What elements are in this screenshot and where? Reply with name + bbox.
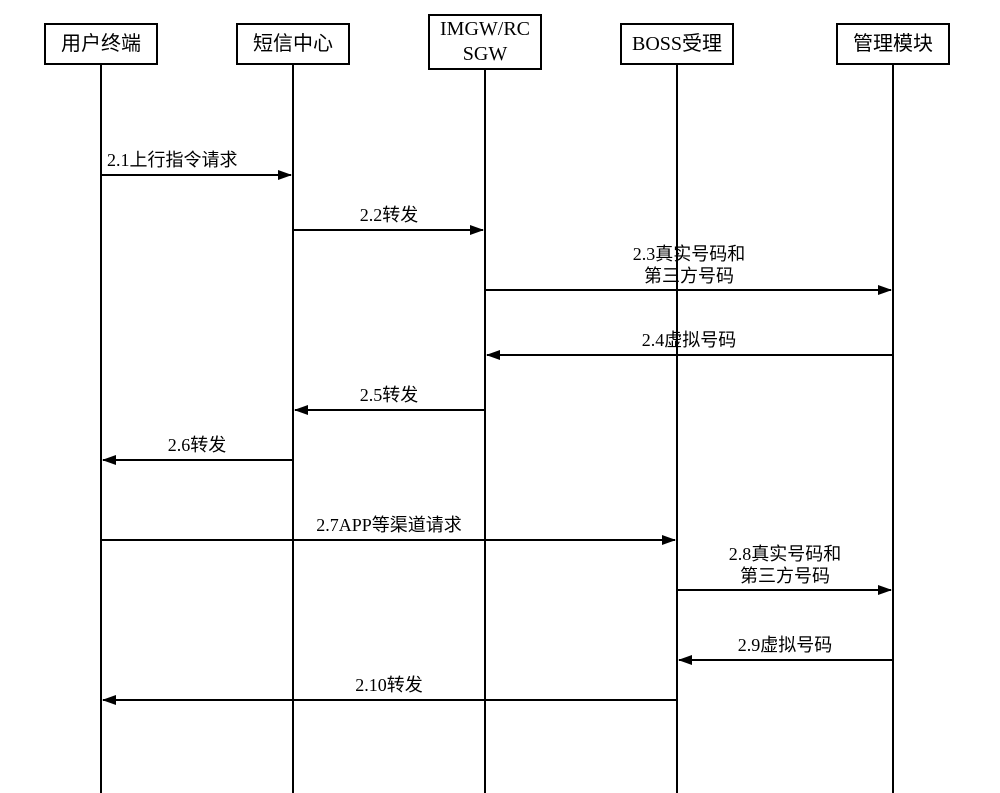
sequence-diagram: 用户终端 短信中心 IMGW/RCSGW BOSS受理 管理模块 <box>0 0 1000 793</box>
msg-label-2-7: 2.7APP等渠道请求 <box>101 515 677 537</box>
participant-box-sms-center: 短信中心 <box>236 23 350 65</box>
participant-label: 短信中心 <box>253 32 333 57</box>
participant-box-user-terminal: 用户终端 <box>44 23 158 65</box>
msg-label-2-2: 2.2转发 <box>293 205 485 227</box>
msg-text: 2.8真实号码和第三方号码 <box>729 544 842 586</box>
msg-label-2-3: 2.3真实号码和第三方号码 <box>485 244 893 287</box>
msg-text: 2.10转发 <box>355 675 423 695</box>
participant-box-boss: BOSS受理 <box>620 23 734 65</box>
msg-label-2-4: 2.4虚拟号码 <box>485 330 893 352</box>
lifeline-mgmt-module <box>892 65 894 793</box>
msg-text: 2.4虚拟号码 <box>642 330 737 350</box>
participant-box-imgw-rcsgw: IMGW/RCSGW <box>428 14 542 70</box>
msg-text: 2.5转发 <box>360 385 419 405</box>
msg-label-2-1: 2.1上行指令请求 <box>101 150 293 172</box>
msg-label-2-10: 2.10转发 <box>101 675 677 697</box>
participant-label: 用户终端 <box>61 32 141 57</box>
participant-label: IMGW/RCSGW <box>440 17 530 67</box>
msg-label-2-6: 2.6转发 <box>101 435 293 457</box>
participant-label: BOSS受理 <box>632 32 722 57</box>
msg-label-2-8: 2.8真实号码和第三方号码 <box>677 544 893 587</box>
msg-label-2-9: 2.9虚拟号码 <box>677 635 893 657</box>
participant-box-mgmt-module: 管理模块 <box>836 23 950 65</box>
msg-text: 2.3真实号码和第三方号码 <box>633 244 746 286</box>
msg-text: 2.9虚拟号码 <box>738 635 833 655</box>
msg-text: 2.1上行指令请求 <box>107 150 238 170</box>
participant-label: 管理模块 <box>853 32 933 57</box>
msg-label-2-5: 2.5转发 <box>293 385 485 407</box>
msg-text: 2.7APP等渠道请求 <box>316 515 462 535</box>
msg-text: 2.6转发 <box>168 435 227 455</box>
msg-text: 2.2转发 <box>360 205 419 225</box>
